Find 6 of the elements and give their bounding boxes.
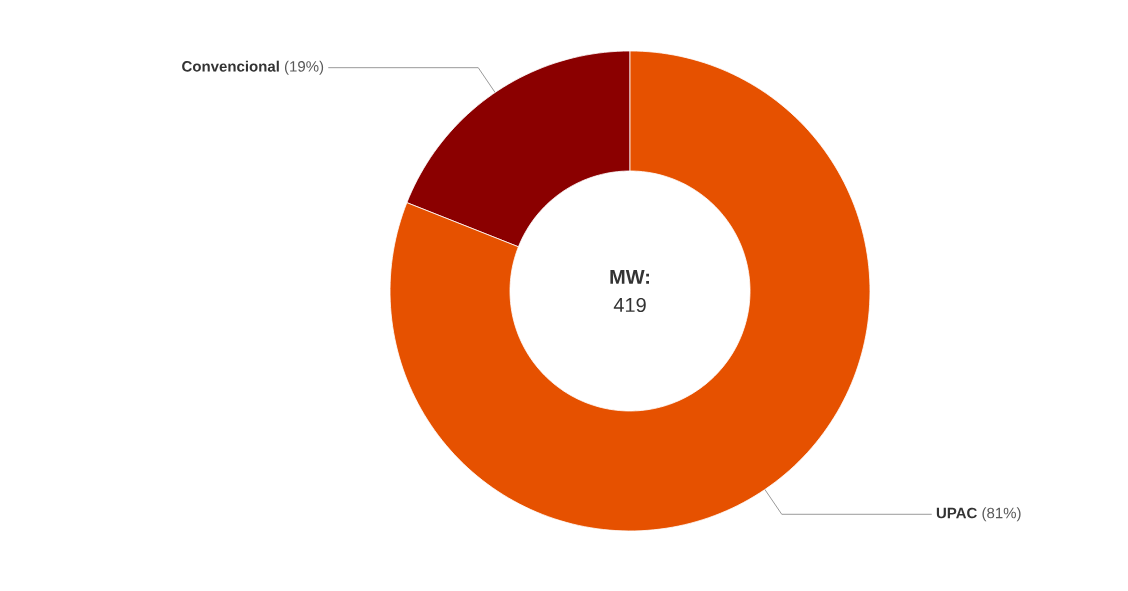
slice-label: Convencional bbox=[182, 60, 279, 72]
data-label: (19%) bbox=[284, 60, 324, 75]
data-label: (81%) bbox=[982, 507, 1021, 522]
text: MW: bbox=[610, 270, 649, 284]
text: 419 bbox=[613, 297, 646, 313]
slice-label: UPAC bbox=[936, 507, 977, 519]
